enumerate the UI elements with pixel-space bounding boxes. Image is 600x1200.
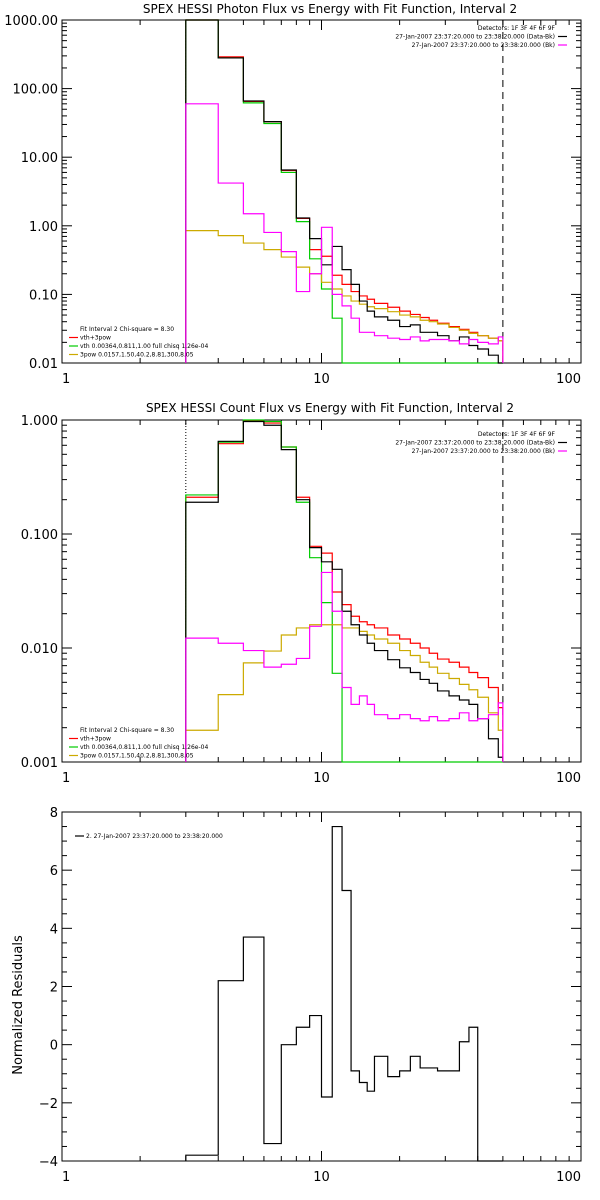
residuals-y-tick-label: −2 bbox=[39, 1097, 58, 1112]
residuals-y-tick-label: 6 bbox=[50, 864, 58, 879]
residuals-y-axis-label: Normalized Residuals bbox=[11, 935, 26, 1075]
count-flux-panel: SPEX HESSI Count Flux vs Energy with Fit… bbox=[21, 401, 582, 786]
photon-x-tick-label: 1 bbox=[62, 372, 70, 387]
residuals-legend-text: 2. 27-Jan-2007 23:37:20.000 to 23:38:20.… bbox=[86, 833, 223, 840]
count-legend-text: 3pow 0.0157,1.50,40.2,8.81,300,8.05 bbox=[80, 753, 194, 760]
photon-legend-top-right: Detectors: 1F 3F 4F 6F 9F 27-Jan-2007 23:… bbox=[395, 25, 567, 49]
residuals-series-2-27-jan-2007-23-37-20-000-to-23-38-20-000-line bbox=[185, 825, 503, 1162]
photon-legend-text: vth+3pow bbox=[80, 335, 111, 342]
count-y-tick-label: 1.000 bbox=[21, 414, 58, 429]
photon-series-bk-line bbox=[185, 103, 504, 363]
photon-y-tick-label: 1.00 bbox=[29, 220, 58, 235]
residuals-y-tick-label: 8 bbox=[50, 806, 58, 821]
count-y-tick-label: 0.010 bbox=[21, 642, 58, 657]
residuals-y-tick-label: 4 bbox=[50, 922, 58, 937]
photon-y-tick-label: 10.00 bbox=[21, 151, 58, 166]
residuals-plot-frame bbox=[61, 811, 582, 1162]
count-legend-text: vth 0.00364,0.811,1.00 full chisq 1.26e-… bbox=[80, 744, 208, 751]
photon-x-tick-label: 10 bbox=[313, 372, 330, 387]
residuals-x-tick-label: 10 bbox=[313, 1170, 330, 1185]
count-x-tick-label: 10 bbox=[313, 771, 330, 786]
count-series-vth-line bbox=[185, 419, 503, 763]
count-flux-title: SPEX HESSI Count Flux vs Energy with Fit… bbox=[146, 401, 514, 415]
photon-legend-text: 3pow 0.0157,1.50,40.2,8.81,300,8.05 bbox=[80, 352, 194, 359]
count-legend-text: 27-Jan-2007 23:37:20.000 to 23:38:20.000… bbox=[395, 440, 555, 447]
photon-y-tick-label: 1000.00 bbox=[4, 14, 58, 29]
photon-legend-text: Detectors: 1F 3F 4F 6F 9F bbox=[478, 25, 556, 32]
residuals-legend-top-left: 2. 27-Jan-2007 23:37:20.000 to 23:38:20.… bbox=[75, 833, 223, 840]
count-series-3pow-line bbox=[185, 624, 504, 762]
photon-flux-title: SPEX HESSI Photon Flux vs Energy with Fi… bbox=[143, 2, 517, 16]
photon-x-tick-label: 100 bbox=[556, 372, 581, 387]
count-y-tick-label: 0.100 bbox=[21, 528, 58, 543]
photon-legend-bottom-left: Fit Interval 2 Chi-square = 8.30 vth+3pow… bbox=[69, 326, 208, 359]
residuals-x-tick-label: 1 bbox=[62, 1170, 70, 1185]
photon-series-3pow-line bbox=[185, 230, 504, 363]
photon-series-vth-3pow-line bbox=[185, 19, 504, 363]
residuals-panel: Normalized Residuals 1 10 100 −4 −2 0 2 4 6 8 2. 2… bbox=[11, 806, 582, 1185]
count-legend-text: Fit Interval 2 Chi-square = 8.30 bbox=[80, 727, 174, 734]
residuals-y-tick-label: 0 bbox=[50, 1039, 58, 1054]
count-legend-bottom-left: Fit Interval 2 Chi-square = 8.30 vth+3pow… bbox=[69, 727, 208, 760]
residuals-y-tick-label: −4 bbox=[39, 1155, 58, 1170]
count-series-vth-3pow-line bbox=[185, 420, 504, 762]
count-x-tick-label: 1 bbox=[62, 771, 70, 786]
count-legend-text: Detectors: 1F 3F 4F 6F 9F bbox=[478, 431, 556, 438]
count-legend-top-right: Detectors: 1F 3F 4F 6F 9F 27-Jan-2007 23:… bbox=[395, 431, 567, 455]
photon-legend-text: 27-Jan-2007 23:37:20.000 to 23:38:20.000… bbox=[412, 42, 555, 49]
count-series-data-bk-line bbox=[185, 420, 504, 762]
count-x-tick-label: 100 bbox=[556, 771, 581, 786]
count-legend-text: 27-Jan-2007 23:37:20.000 to 23:38:20.000… bbox=[412, 448, 555, 455]
residuals-y-tick-label: 2 bbox=[50, 981, 58, 996]
count-series-bk-line bbox=[185, 571, 504, 762]
photon-series-data-bk-line bbox=[185, 19, 503, 364]
photon-legend-text: 27-Jan-2007 23:37:20.000 to 23:38:20.000… bbox=[395, 34, 555, 41]
photon-series-vth-line bbox=[185, 19, 503, 364]
count-legend-text: vth+3pow bbox=[80, 736, 111, 743]
photon-legend-text: Fit Interval 2 Chi-square = 8.30 bbox=[80, 326, 174, 333]
count-y-tick-label: 0.001 bbox=[21, 756, 58, 771]
residuals-x-tick-label: 100 bbox=[556, 1170, 581, 1185]
photon-flux-panel: SPEX HESSI Photon Flux vs Energy with Fi… bbox=[4, 2, 582, 387]
photon-y-tick-label: 100.00 bbox=[13, 83, 59, 98]
photon-legend-text: vth 0.00364,0.811,1.00 full chisq 1.26e-… bbox=[80, 343, 208, 350]
photon-y-tick-label: 0.10 bbox=[29, 288, 58, 303]
photon-y-tick-label: 0.01 bbox=[29, 357, 58, 372]
